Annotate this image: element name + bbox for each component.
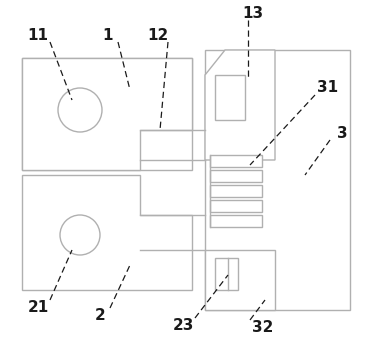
Bar (210, 170, 262, 182)
Bar (22, 58, 192, 170)
Bar (215, 258, 238, 290)
Polygon shape (22, 175, 192, 290)
Text: 12: 12 (147, 27, 169, 43)
Circle shape (60, 215, 100, 255)
Bar (210, 215, 262, 227)
Polygon shape (22, 58, 192, 170)
Text: 31: 31 (317, 81, 339, 95)
Text: 11: 11 (28, 27, 48, 43)
Bar (210, 155, 262, 167)
Text: 32: 32 (252, 320, 274, 335)
Text: 2: 2 (94, 308, 105, 323)
Bar (210, 185, 262, 197)
Circle shape (58, 88, 102, 132)
Polygon shape (205, 50, 275, 160)
Polygon shape (205, 250, 275, 310)
Text: 23: 23 (172, 319, 194, 333)
Bar (210, 200, 262, 212)
Text: 13: 13 (243, 5, 264, 21)
Text: 21: 21 (28, 300, 49, 316)
Bar (215, 75, 245, 120)
Bar (205, 50, 350, 310)
Text: 3: 3 (337, 126, 347, 141)
Text: 1: 1 (103, 27, 113, 43)
